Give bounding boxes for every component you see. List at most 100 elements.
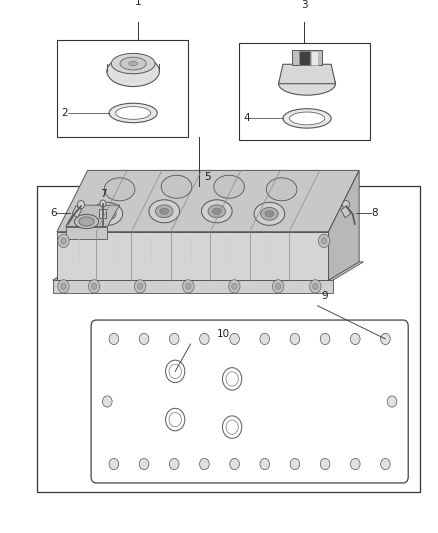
Ellipse shape — [116, 107, 151, 119]
Ellipse shape — [92, 203, 123, 225]
Bar — [72, 206, 81, 217]
Polygon shape — [279, 64, 336, 84]
Polygon shape — [57, 232, 328, 280]
Text: 10: 10 — [217, 329, 230, 339]
Text: 3: 3 — [301, 0, 308, 10]
Circle shape — [381, 333, 390, 344]
Circle shape — [138, 283, 143, 289]
Circle shape — [58, 234, 69, 247]
Ellipse shape — [201, 200, 232, 223]
FancyBboxPatch shape — [91, 320, 408, 483]
Circle shape — [290, 458, 300, 470]
Ellipse shape — [254, 203, 285, 225]
Ellipse shape — [155, 205, 173, 217]
Ellipse shape — [129, 61, 138, 66]
Circle shape — [276, 283, 281, 289]
Bar — [341, 206, 350, 217]
Text: 5: 5 — [204, 172, 211, 182]
Polygon shape — [53, 262, 364, 280]
Circle shape — [381, 458, 390, 470]
Ellipse shape — [266, 178, 297, 201]
Ellipse shape — [111, 53, 155, 74]
Circle shape — [230, 458, 240, 470]
Bar — [299, 51, 310, 66]
Circle shape — [229, 280, 240, 293]
Ellipse shape — [104, 178, 135, 201]
Ellipse shape — [160, 208, 169, 214]
Bar — [292, 50, 322, 66]
Circle shape — [109, 458, 119, 470]
Circle shape — [169, 364, 181, 378]
Circle shape — [169, 413, 181, 427]
Circle shape — [260, 333, 269, 344]
Bar — [57, 40, 188, 137]
Circle shape — [134, 280, 146, 293]
Circle shape — [223, 368, 242, 390]
Ellipse shape — [120, 57, 146, 70]
Circle shape — [61, 238, 66, 244]
Circle shape — [61, 283, 66, 289]
Ellipse shape — [208, 205, 226, 217]
Ellipse shape — [99, 207, 116, 220]
Circle shape — [350, 333, 360, 344]
Circle shape — [100, 200, 106, 207]
Circle shape — [290, 333, 300, 344]
Bar — [311, 51, 318, 66]
Ellipse shape — [265, 211, 274, 217]
Circle shape — [313, 283, 318, 289]
Bar — [239, 43, 370, 140]
Circle shape — [183, 280, 194, 293]
Circle shape — [139, 458, 149, 470]
Circle shape — [226, 372, 238, 386]
Circle shape — [166, 408, 185, 431]
Circle shape — [166, 360, 185, 383]
Circle shape — [78, 200, 85, 209]
Ellipse shape — [290, 112, 325, 125]
Text: 6: 6 — [50, 208, 57, 218]
Circle shape — [321, 238, 327, 244]
Circle shape — [226, 420, 238, 434]
Circle shape — [200, 458, 209, 470]
Circle shape — [102, 396, 112, 407]
Text: 1: 1 — [135, 0, 142, 7]
Circle shape — [318, 234, 330, 247]
Text: 2: 2 — [61, 108, 68, 118]
Text: 9: 9 — [321, 290, 328, 301]
Circle shape — [223, 416, 242, 438]
Ellipse shape — [261, 207, 278, 220]
Circle shape — [92, 283, 97, 289]
Circle shape — [232, 283, 237, 289]
Circle shape — [260, 458, 269, 470]
Text: 8: 8 — [371, 208, 378, 218]
Bar — [66, 227, 107, 239]
Circle shape — [109, 333, 119, 344]
Bar — [37, 185, 420, 492]
Circle shape — [186, 283, 191, 289]
Ellipse shape — [79, 217, 94, 226]
Circle shape — [320, 333, 330, 344]
Circle shape — [58, 280, 69, 293]
Circle shape — [170, 333, 179, 344]
Text: 4: 4 — [243, 114, 250, 124]
Polygon shape — [57, 171, 359, 232]
Bar — [99, 209, 106, 219]
Circle shape — [230, 333, 240, 344]
Ellipse shape — [279, 72, 336, 95]
Polygon shape — [66, 205, 120, 227]
Polygon shape — [328, 171, 359, 280]
Circle shape — [387, 396, 397, 407]
Circle shape — [350, 458, 360, 470]
Ellipse shape — [74, 214, 99, 229]
Circle shape — [272, 280, 284, 293]
Circle shape — [200, 333, 209, 344]
Circle shape — [310, 280, 321, 293]
Ellipse shape — [109, 103, 157, 123]
Polygon shape — [53, 280, 333, 293]
Text: 7: 7 — [99, 189, 106, 199]
Circle shape — [320, 458, 330, 470]
Circle shape — [343, 200, 350, 209]
Circle shape — [88, 280, 100, 293]
Circle shape — [170, 458, 179, 470]
Ellipse shape — [212, 208, 221, 214]
Ellipse shape — [107, 56, 159, 86]
